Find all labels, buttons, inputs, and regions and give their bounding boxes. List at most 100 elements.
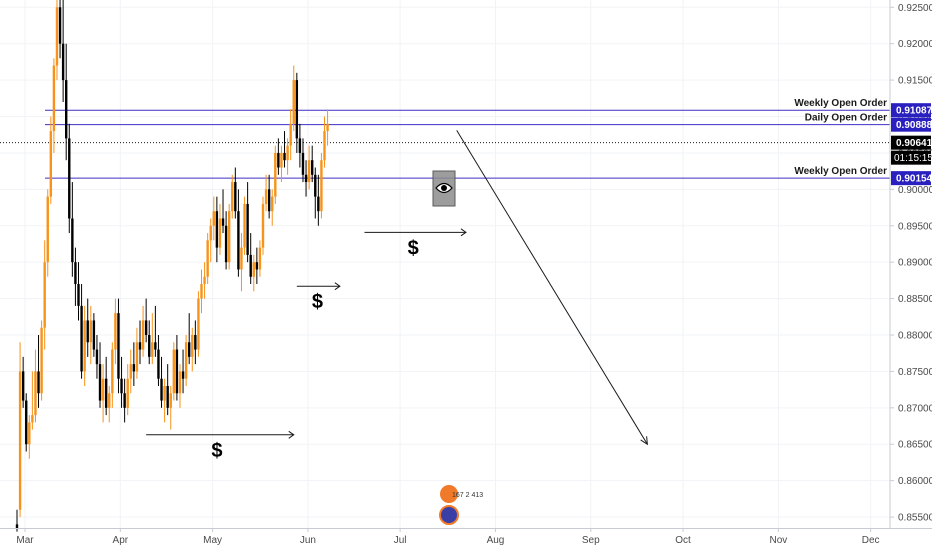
liquidity-marks: $ $ $ <box>146 228 467 462</box>
candle-body <box>98 364 102 401</box>
candle-body <box>123 393 126 408</box>
price-tick-label: 0.91000 <box>898 112 932 123</box>
candle-body <box>117 313 120 379</box>
candle-body <box>292 80 295 124</box>
candle-body <box>15 524 19 528</box>
candle-body <box>194 335 197 350</box>
candle-body <box>132 364 136 372</box>
candle-body <box>249 254 252 277</box>
candle-body <box>191 335 194 357</box>
projection-arrow-line[interactable] <box>456 130 648 445</box>
candle-body <box>255 262 259 270</box>
grid <box>0 0 890 528</box>
candle-body <box>154 342 157 350</box>
candle-body <box>129 364 132 379</box>
price-tick-label: 0.87500 <box>898 367 932 378</box>
liquidity-arrowhead <box>334 282 341 291</box>
candle-body <box>104 378 108 408</box>
candle-body <box>178 371 182 394</box>
candle-body <box>58 7 62 44</box>
candle-body <box>221 218 225 226</box>
candle-body <box>126 378 129 408</box>
price-tick-label: 0.88500 <box>898 294 932 305</box>
level-label: Weekly Open Order <box>794 166 887 177</box>
candle-body <box>271 196 274 212</box>
projection-drawing[interactable] <box>456 130 648 446</box>
price-tick-label: 0.85500 <box>898 513 932 524</box>
candle-body <box>311 160 314 175</box>
candle-body <box>184 342 188 379</box>
candle-body <box>80 305 83 372</box>
candle-body <box>49 131 53 197</box>
candle-body <box>289 123 292 146</box>
candle-body <box>326 123 329 132</box>
projection-arrowhead <box>640 436 648 446</box>
candle-body <box>21 371 25 401</box>
candle-body <box>172 349 176 394</box>
candle-body <box>169 393 172 408</box>
level-label: Daily Open Order <box>805 113 887 124</box>
candle-body <box>274 152 277 197</box>
candle-body <box>227 211 231 263</box>
candle-series <box>15 0 329 532</box>
candle-body <box>280 152 283 168</box>
candle-body <box>52 65 56 132</box>
price-tick-label: 0.86500 <box>898 440 932 451</box>
candle-body <box>151 342 154 357</box>
candle-body <box>89 320 92 343</box>
candle-body <box>166 385 169 408</box>
price-tick-label: 0.90000 <box>898 185 932 196</box>
candle-body <box>74 262 77 285</box>
time-tick-label: Jul <box>394 535 407 546</box>
price-tick-label: 0.92000 <box>898 39 932 50</box>
eye-icon-pupil <box>441 185 447 191</box>
liquidity-arrowhead <box>288 430 295 439</box>
candle-body <box>206 240 209 277</box>
level-price-badge <box>891 103 931 118</box>
candle-body <box>252 262 255 277</box>
candle-body <box>240 247 243 270</box>
level-lines: Weekly Open Order Daily Open Order Weekly … <box>0 98 890 179</box>
candle-body <box>283 152 286 161</box>
price-tick-label: 0.92500 <box>898 3 932 14</box>
candle-body <box>31 415 34 423</box>
time-tick-label: Mar <box>16 535 34 546</box>
eye-icon[interactable] <box>432 170 456 207</box>
time-tick-label: Sep <box>582 535 600 546</box>
candle-body <box>301 152 305 175</box>
candle-body <box>215 211 219 248</box>
candle-body <box>203 276 206 285</box>
time-axis[interactable]: Mar Apr May Jun Jul Aug Sep Oct Nov Dec <box>16 528 880 546</box>
candle-body <box>209 225 212 241</box>
candle-body <box>188 342 191 357</box>
watermark-text: 167 2 413 <box>452 492 483 499</box>
candle-body <box>314 174 317 197</box>
candle-body <box>144 320 148 336</box>
dollar-mark: $ <box>408 237 419 259</box>
candle-body <box>71 218 74 263</box>
time-tick-label: Apr <box>113 535 129 546</box>
candle-body <box>267 189 271 212</box>
candle-body <box>61 43 65 81</box>
candle-body <box>95 349 99 365</box>
candle-body <box>25 400 28 445</box>
current-price-label: 0.90641 <box>896 138 932 149</box>
candle-body <box>65 80 68 139</box>
candle-body <box>197 298 200 350</box>
candle-body <box>237 211 240 270</box>
candle-body <box>157 349 160 379</box>
price-axis[interactable]: 0.925000.920000.915000.910000.905000.900… <box>890 3 932 524</box>
candle-body <box>258 247 262 270</box>
candle-body <box>234 182 237 212</box>
candle-body <box>277 152 280 168</box>
candle-body <box>212 211 215 226</box>
candle-body <box>323 131 326 161</box>
candle-body <box>55 7 59 66</box>
dollar-mark: $ <box>312 291 323 313</box>
candle-body <box>304 174 308 183</box>
candle-body <box>77 284 80 306</box>
candle-body <box>18 371 22 510</box>
time-tick-label: Oct <box>675 535 691 546</box>
